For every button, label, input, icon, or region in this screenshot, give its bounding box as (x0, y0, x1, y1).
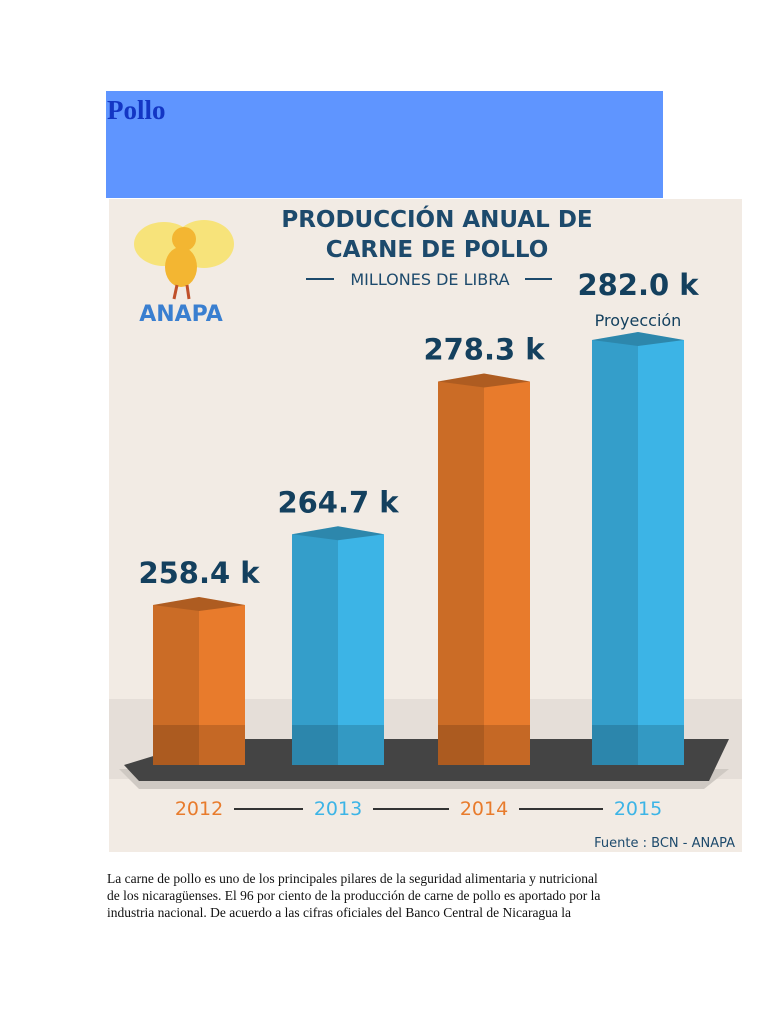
value-label: 282.0 k (577, 268, 699, 302)
bar-base (292, 725, 384, 765)
x-tick-label: 2015 (614, 798, 662, 820)
bar (292, 534, 384, 765)
text-line: La carne de pollo es uno de los principa… (107, 871, 598, 886)
annotation: Proyección (595, 311, 682, 330)
header: Pollo (106, 91, 663, 198)
floor (124, 739, 729, 781)
bar-cap (438, 373, 530, 388)
bar (592, 340, 684, 765)
logo-body (165, 247, 197, 287)
bar-cap-shade (292, 526, 384, 541)
text-line: industria nacional. De acuerdo a las cif… (107, 905, 572, 920)
bar-shade (592, 340, 638, 765)
body-text: La carne de pollo es uno de los principa… (107, 870, 600, 921)
bar-cap (153, 597, 245, 611)
bar-cap-shade (438, 373, 530, 388)
bar (153, 605, 245, 765)
bar-base (592, 725, 684, 765)
bar-base (153, 725, 245, 765)
bar-shade (292, 534, 338, 765)
bar-shade (153, 605, 199, 765)
x-tick-label: 2014 (460, 798, 508, 820)
chart-title: PRODUCCIÓN ANUAL DE (281, 205, 592, 233)
bar-base (438, 725, 530, 765)
source: Fuente : BCN - ANAPA (594, 836, 735, 851)
infographic: ANAPA PRODUCCIÓN ANUAL DE CARNE DE POLLO… (109, 199, 742, 852)
header-title: Pollo (107, 95, 166, 125)
text-line: de los nicaragüenses. El 96 por ciento d… (107, 888, 601, 903)
logo-leg (172, 284, 179, 300)
chart-subtitle: MILLONES DE LIBRA (350, 270, 509, 289)
logo-leg (185, 284, 191, 300)
x-tick-label: 2012 (175, 798, 223, 820)
bar-cap (592, 332, 684, 346)
logo-text: ANAPA (139, 302, 223, 327)
logo: ANAPA (134, 220, 234, 327)
bar-cap (292, 526, 384, 541)
x-tick-label: 2013 (314, 798, 362, 820)
value-label: 278.3 k (423, 333, 545, 367)
value-label: 264.7 k (277, 485, 399, 519)
chart-title: CARNE DE POLLO (326, 237, 549, 263)
bar-cap-shade (153, 597, 245, 611)
bar (438, 381, 530, 765)
value-label: 258.4 k (138, 556, 260, 590)
logo-head (172, 227, 196, 251)
bar-cap-shade (592, 332, 684, 346)
bar-shade (438, 381, 484, 765)
